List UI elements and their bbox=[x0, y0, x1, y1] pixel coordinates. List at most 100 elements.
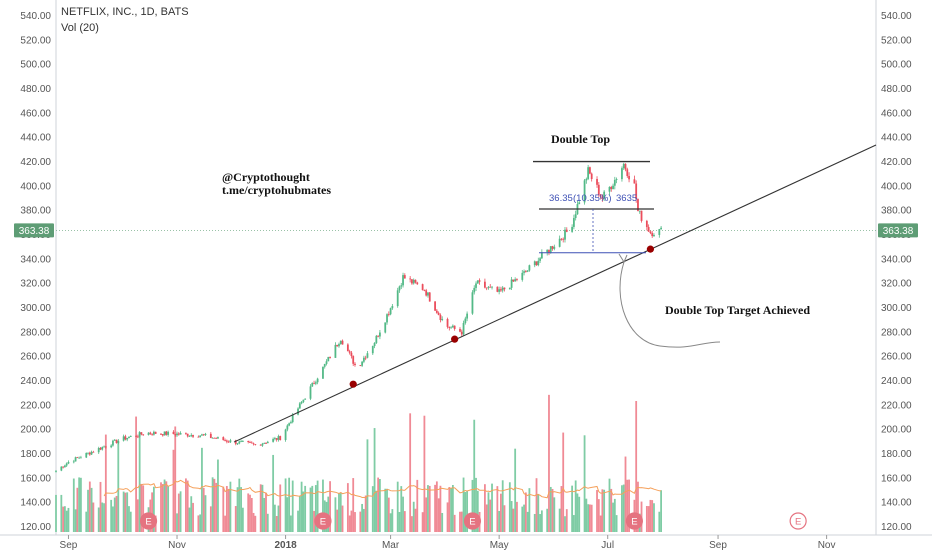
candle bbox=[599, 193, 602, 200]
x-tick-2: 2018 bbox=[274, 540, 297, 550]
candle bbox=[174, 434, 177, 437]
candle bbox=[329, 356, 331, 359]
volume-bar bbox=[202, 487, 205, 532]
volume-bar bbox=[297, 510, 299, 532]
volume-bar bbox=[537, 493, 540, 532]
author-handle: @Cryptothought bbox=[222, 170, 310, 184]
candle bbox=[435, 308, 438, 314]
volume-bar bbox=[161, 484, 164, 532]
candle bbox=[621, 166, 623, 182]
candle bbox=[117, 438, 120, 445]
y-tick-right-13: 380.00 bbox=[881, 206, 912, 217]
candle bbox=[528, 264, 531, 272]
earnings-icon-4[interactable]: E bbox=[789, 512, 807, 530]
volume-bar bbox=[222, 486, 225, 532]
candle bbox=[124, 434, 127, 441]
candle bbox=[110, 444, 113, 449]
last-price-tag-right: 363.38 bbox=[878, 223, 918, 238]
volume-bar bbox=[112, 506, 114, 532]
volume-bar bbox=[76, 487, 79, 532]
candle bbox=[101, 446, 104, 451]
y-tick-right-20: 520.00 bbox=[881, 35, 912, 46]
candle bbox=[375, 334, 378, 344]
volume-bar bbox=[387, 497, 390, 532]
candle bbox=[346, 343, 349, 352]
swing-low-marker-0[interactable] bbox=[349, 380, 357, 388]
volume-bar bbox=[548, 394, 550, 532]
candle bbox=[508, 287, 511, 290]
volume-bar bbox=[252, 512, 255, 532]
support-trendline[interactable] bbox=[233, 144, 877, 443]
time-axis[interactable]: Sep Nov 2018 Mar May Jul Sep Nov bbox=[60, 535, 836, 550]
candle bbox=[224, 438, 226, 442]
candle bbox=[72, 459, 75, 464]
candle bbox=[113, 439, 116, 441]
volume-bar bbox=[610, 488, 613, 532]
earnings-letter: E bbox=[320, 517, 326, 528]
y-tick-right-16: 440.00 bbox=[881, 133, 912, 144]
y-tick-left-19: 500.00 bbox=[20, 60, 51, 71]
candle bbox=[596, 176, 598, 188]
earnings-icon-2[interactable]: E bbox=[463, 512, 482, 530]
y-tick-left-13: 380.00 bbox=[20, 206, 51, 217]
swing-low-marker-1[interactable] bbox=[451, 335, 459, 343]
volume-indicator-label[interactable]: Vol (20) bbox=[61, 22, 99, 34]
candle bbox=[217, 436, 219, 439]
candle bbox=[434, 301, 436, 311]
candle bbox=[252, 442, 255, 446]
candle bbox=[334, 342, 337, 358]
earnings-icon-0[interactable]: E bbox=[139, 512, 158, 530]
candle bbox=[163, 431, 166, 436]
candle bbox=[427, 292, 429, 298]
candle bbox=[261, 442, 264, 447]
candle bbox=[290, 420, 292, 424]
swing-low-marker-2[interactable] bbox=[646, 245, 655, 253]
candle bbox=[453, 325, 456, 331]
candle bbox=[626, 167, 629, 178]
candle bbox=[622, 162, 625, 170]
candle bbox=[236, 442, 239, 445]
candle bbox=[359, 364, 362, 367]
candle bbox=[154, 431, 157, 434]
volume-bar bbox=[645, 505, 648, 532]
price-axis[interactable]: 120.00 120.00 140.00 140.00 160.00 160.00 180.… bbox=[20, 11, 912, 533]
candle bbox=[387, 311, 390, 317]
volume-bar bbox=[163, 479, 166, 532]
candle bbox=[122, 434, 125, 442]
volume-bar bbox=[613, 498, 616, 532]
volume-bar bbox=[272, 454, 275, 532]
candle bbox=[222, 436, 225, 441]
candle bbox=[624, 163, 627, 172]
candle bbox=[400, 282, 403, 290]
y-tick-left-11: 340.00 bbox=[20, 254, 51, 265]
volume-bar bbox=[291, 480, 294, 532]
candle bbox=[302, 399, 305, 404]
candle bbox=[112, 439, 114, 447]
last-price-tag-left: 363.38 bbox=[14, 223, 54, 238]
volume-bar bbox=[236, 487, 239, 532]
candle bbox=[135, 435, 137, 438]
candle bbox=[192, 434, 194, 439]
candle bbox=[225, 439, 228, 444]
drawings[interactable] bbox=[233, 144, 877, 443]
earnings-icon-1[interactable]: E bbox=[314, 512, 332, 530]
y-tick-right-5: 220.00 bbox=[881, 400, 912, 411]
volume-bar bbox=[55, 494, 57, 532]
earnings-icon-3[interactable]: E bbox=[625, 512, 644, 530]
volume-bar bbox=[427, 485, 429, 532]
y-tick-right-3: 180.00 bbox=[881, 449, 912, 460]
volume-bar bbox=[464, 492, 467, 532]
target-arrow[interactable] bbox=[619, 261, 721, 348]
candle bbox=[500, 286, 502, 292]
volume-bar bbox=[533, 513, 536, 532]
candle bbox=[211, 437, 214, 439]
candle bbox=[284, 428, 287, 442]
candle bbox=[425, 288, 428, 297]
candle bbox=[633, 175, 636, 184]
volume-bar bbox=[658, 511, 661, 532]
candle bbox=[55, 470, 57, 473]
candle bbox=[327, 356, 330, 362]
candle bbox=[489, 284, 492, 288]
